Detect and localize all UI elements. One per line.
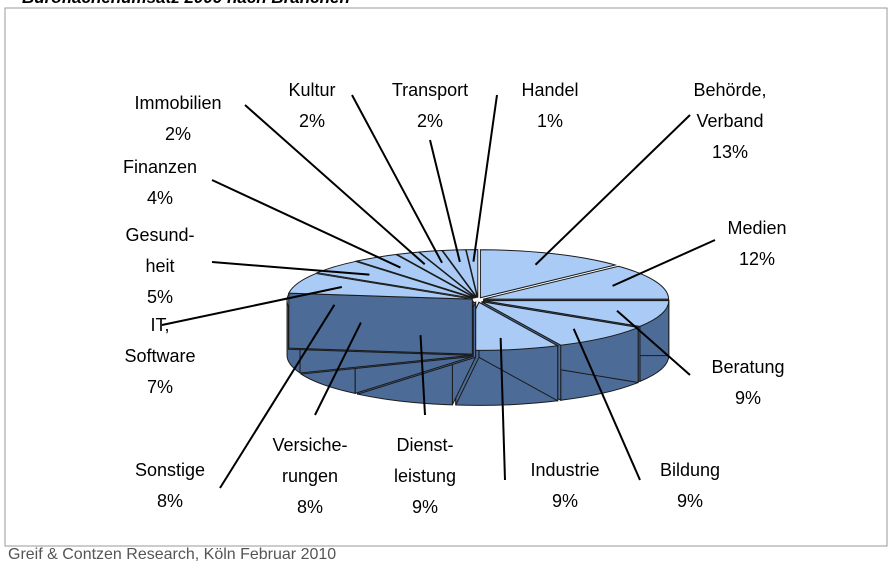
frame — [4, 7, 888, 547]
value-label: 4% — [146, 188, 174, 208]
leader-line — [572, 328, 641, 481]
slice-label: Immobilien — [134, 93, 222, 113]
value-label: 2% — [416, 111, 444, 131]
value-label: 9% — [411, 497, 439, 517]
leader-line — [616, 309, 691, 376]
slice-label: Finanzen — [122, 157, 198, 177]
slice-label: IT, Software — [124, 315, 196, 366]
slice — [315, 260, 474, 299]
value-label: 2% — [298, 111, 326, 131]
slice — [288, 272, 473, 355]
slice-top — [441, 249, 478, 298]
leader-line — [419, 335, 426, 416]
leader-line — [219, 304, 336, 489]
slice-edge — [288, 292, 473, 355]
leader-line — [499, 337, 506, 481]
slice — [441, 249, 478, 298]
slice-label: Kultur — [288, 80, 336, 100]
slice-top — [354, 254, 476, 299]
slice-top — [315, 260, 474, 299]
slice-label: Gesund- heit — [125, 225, 195, 276]
value-label: 1% — [536, 111, 564, 131]
slice-top — [479, 249, 618, 299]
slice-top — [395, 251, 477, 299]
source: Greif & Contzen Research, Köln Februar 2… — [8, 546, 337, 563]
value-label: 13% — [711, 142, 749, 162]
value-label: 9% — [734, 388, 762, 408]
leader-line — [612, 239, 716, 287]
value-label: 2% — [164, 124, 192, 144]
slice — [354, 254, 476, 299]
slice-label: Transport — [391, 80, 469, 100]
leader-line — [472, 94, 498, 262]
chart-title: Büroflächenumsatz 2009 nach Branchen — [22, 0, 350, 8]
value-label: 8% — [296, 497, 324, 517]
slice-top — [483, 265, 670, 300]
leader-line — [244, 104, 426, 266]
slice-label: Versiche- rungen — [272, 435, 348, 486]
slice-label: Dienst- leistung — [393, 435, 457, 486]
value-label: 8% — [156, 491, 184, 511]
slice-label: Sonstige — [134, 460, 206, 480]
value-label: 12% — [738, 249, 776, 269]
slice-label: Behörde, Verband — [693, 80, 767, 131]
slice-top — [288, 272, 473, 300]
slice-label: Bildung — [659, 460, 721, 480]
leader-line — [211, 261, 370, 276]
leader-line — [429, 139, 461, 263]
slice-label: Beratung — [711, 357, 785, 377]
slice — [479, 249, 618, 299]
leader-line — [161, 286, 343, 326]
slice-label: Handel — [521, 80, 579, 100]
leader-line — [211, 179, 401, 269]
slice — [465, 249, 479, 298]
leader-line — [534, 114, 691, 266]
slice — [418, 250, 477, 299]
value-label: 9% — [676, 491, 704, 511]
slice — [395, 251, 477, 299]
slice-top — [483, 300, 670, 327]
leader-line — [351, 94, 443, 264]
value-label: 9% — [551, 491, 579, 511]
value-label: 7% — [146, 377, 174, 397]
slice-label: Medien — [727, 218, 787, 238]
slice-top — [465, 249, 479, 298]
slice-label: Industrie — [530, 460, 600, 480]
slice-top — [418, 250, 477, 299]
leader-line — [314, 322, 362, 416]
value-label: 5% — [146, 287, 174, 307]
